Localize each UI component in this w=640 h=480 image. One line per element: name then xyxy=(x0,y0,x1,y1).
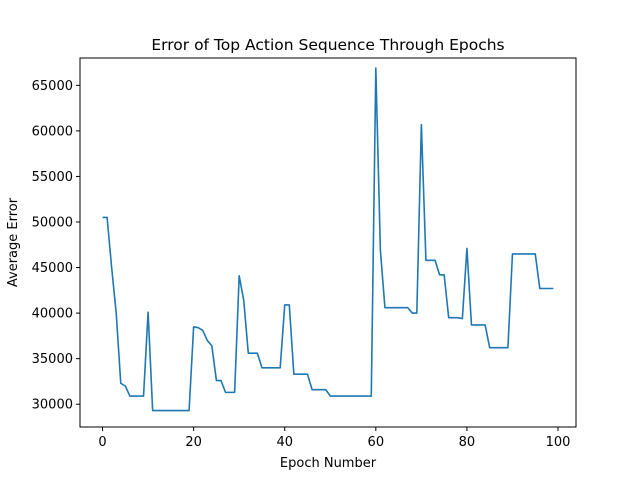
series-line xyxy=(102,67,554,412)
y-tick-label: 60000 xyxy=(32,124,73,139)
x-axis-label: Epoch Number xyxy=(280,456,377,471)
x-tick-label: 20 xyxy=(185,435,202,450)
y-tick-label: 35000 xyxy=(32,352,73,367)
x-tick-label: 0 xyxy=(98,435,106,450)
x-axis: 0 20 40 60 80 100 xyxy=(98,427,570,450)
y-tick-label: 30000 xyxy=(32,398,73,413)
y-tick-label: 50000 xyxy=(32,216,73,231)
y-tick-label: 45000 xyxy=(32,261,73,276)
y-tick-label: 40000 xyxy=(32,307,73,322)
x-tick-label: 80 xyxy=(459,435,476,450)
plot-area xyxy=(102,67,554,412)
y-tick-label: 65000 xyxy=(32,79,73,94)
y-axis-label: Average Error xyxy=(6,197,21,287)
y-tick-label: 55000 xyxy=(32,170,73,185)
x-tick-label: 60 xyxy=(368,435,385,450)
plot-frame xyxy=(79,57,577,428)
chart-title: Error of Top Action Sequence Through Epo… xyxy=(151,36,504,54)
x-tick-label: 100 xyxy=(546,435,571,450)
x-tick-label: 40 xyxy=(276,435,293,450)
y-axis: 30000 35000 40000 45000 50000 55000 60000 65000 xyxy=(32,79,80,413)
